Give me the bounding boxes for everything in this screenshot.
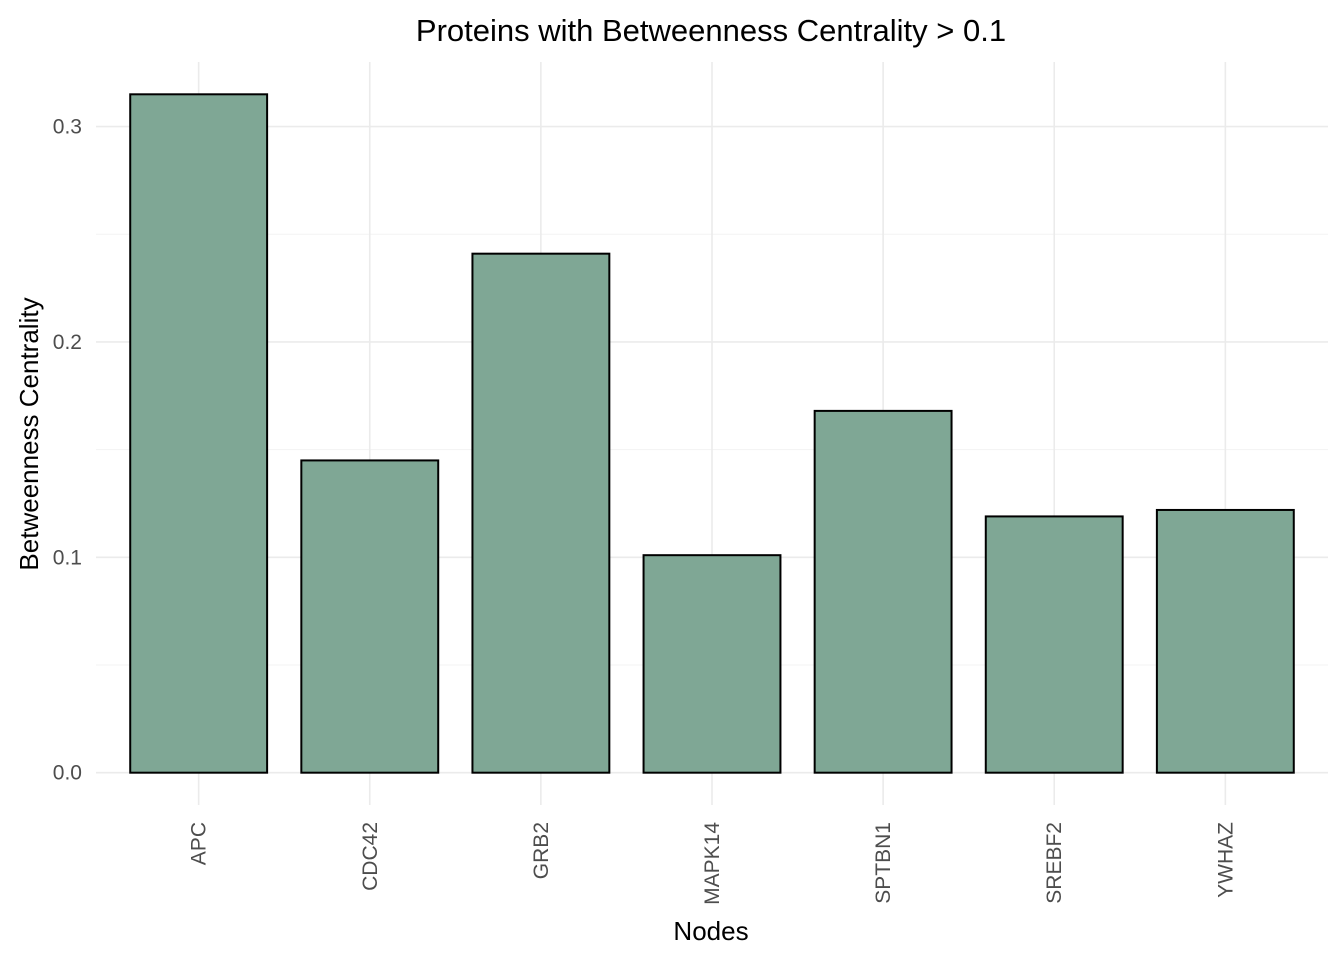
x-tick-label-sptbn1: SPTBN1 bbox=[872, 822, 895, 904]
bar-apc bbox=[129, 93, 269, 774]
y-tick-label: 0.1 bbox=[53, 546, 82, 569]
x-tick-label-apc: APC bbox=[188, 822, 211, 865]
y-tick-label: 0.3 bbox=[53, 116, 82, 139]
chart-title: Proteins with Betweenness Centrality > 0… bbox=[416, 13, 1006, 48]
y-tick-labels: 0.0 0.1 0.2 0.3 bbox=[53, 116, 82, 785]
x-tick-label-cdc42: CDC42 bbox=[359, 822, 382, 891]
bar-ywhaz bbox=[1155, 508, 1295, 774]
x-tick-labels: APC CDC42 GRB2 MAPK14 SPTBN1 SREBF2 YWHAZ bbox=[188, 822, 1238, 905]
bar-grb2 bbox=[471, 252, 611, 774]
bar-cdc42 bbox=[300, 459, 440, 774]
y-tick-label: 0.2 bbox=[53, 331, 82, 354]
y-axis-title: Betweenness Centrality bbox=[14, 297, 44, 570]
x-tick-label-ywhaz: YWHAZ bbox=[1214, 822, 1237, 898]
x-tick-label-srebf2: SREBF2 bbox=[1043, 822, 1066, 904]
bars bbox=[129, 93, 1295, 774]
bar-mapk14 bbox=[642, 554, 782, 774]
x-tick-label-grb2: GRB2 bbox=[530, 822, 553, 879]
x-tick-label-mapk14: MAPK14 bbox=[701, 822, 724, 905]
y-tick-label: 0.0 bbox=[53, 762, 82, 785]
x-axis-title: Nodes bbox=[673, 916, 748, 946]
bar-sptbn1 bbox=[813, 409, 953, 774]
bar-srebf2 bbox=[984, 515, 1124, 774]
